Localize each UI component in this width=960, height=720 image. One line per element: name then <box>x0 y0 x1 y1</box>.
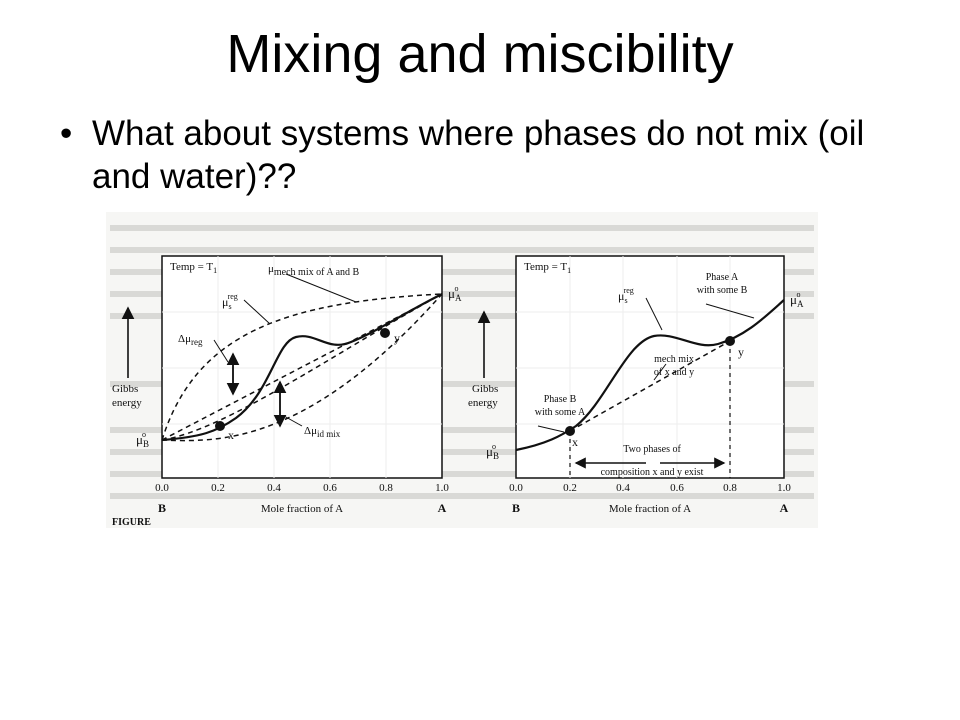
slide-title: Mixing and miscibility <box>226 24 734 84</box>
right-gibbs-label-2: energy <box>468 397 498 409</box>
left-tick-4: 0.8 <box>379 482 393 494</box>
right-phaseA-1: Phase A <box>706 272 739 283</box>
left-mu-A-label: μAo <box>448 284 462 303</box>
right-tick-3: 0.6 <box>670 482 684 494</box>
right-point-y <box>725 336 735 346</box>
right-x-ticks: 0.0 0.2 0.4 0.6 0.8 1.0 <box>509 482 791 494</box>
right-end-B: B <box>512 501 520 515</box>
left-mus-pointer <box>243 299 271 325</box>
right-two-phases-1: Two phases of <box>623 444 681 455</box>
right-mu-s-label: μsreg <box>618 286 634 305</box>
left-dmuid-pointer <box>283 415 303 427</box>
bullet-text: What about systems where phases do not m… <box>92 114 865 196</box>
right-tick-1: 0.2 <box>563 482 577 494</box>
right-phaseB-1: Phase B <box>544 394 577 405</box>
right-two-phases-2: composition x and y exist <box>601 467 704 478</box>
left-ideal-mix-curve <box>161 293 443 442</box>
left-x-ticks: 0.0 0.2 0.4 0.6 0.8 1.0 <box>155 482 449 494</box>
left-dmu-reg-label: Δμreg <box>178 333 203 347</box>
right-xlabel: Mole fraction of A <box>609 503 691 515</box>
left-tick-0: 0.0 <box>155 482 169 494</box>
right-phaseB-2: with some A <box>535 407 586 418</box>
left-point-y <box>380 328 390 338</box>
right-common-tangent <box>569 340 731 432</box>
left-x-label: x <box>228 428 234 442</box>
left-mu-s-label: μsreg <box>222 292 238 311</box>
left-mech-mix-label: μmech mix of A and B <box>268 263 360 278</box>
right-mech-pointer <box>653 363 667 381</box>
gibbs-energy-diagrams: Temp = T1 μmech mix of A and B μAo μsreg… <box>110 225 814 528</box>
textbook-figure-scan: Temp = T1 μmech mix of A and B μAo μsreg… <box>106 212 818 528</box>
left-temp-label: Temp = T1 <box>170 261 217 275</box>
right-tick-4: 0.8 <box>723 482 737 494</box>
right-mu-B-label: μBo <box>486 442 499 461</box>
right-temp-label: Temp = T1 <box>524 261 571 275</box>
left-end-B: B <box>158 501 166 515</box>
left-upper-dashed-curve <box>161 293 443 441</box>
right-plot-frame <box>515 255 785 479</box>
left-tick-2: 0.4 <box>267 482 281 494</box>
left-diagram: Temp = T1 μmech mix of A and B μAo μsreg… <box>112 255 462 528</box>
right-gibbs-label-1: Gibbs <box>472 383 498 395</box>
left-tick-3: 0.6 <box>323 482 337 494</box>
right-tick-2: 0.4 <box>616 482 630 494</box>
left-mech-pointer <box>285 273 357 303</box>
right-tick-0: 0.0 <box>509 482 523 494</box>
right-phaseA-pointer <box>705 303 755 319</box>
right-x-label: x <box>572 435 578 449</box>
right-phaseA-2: with some B <box>697 285 748 296</box>
left-mu-B-label: μBo <box>136 430 149 449</box>
bullet-dot-icon: • <box>60 114 73 153</box>
right-end-A: A <box>780 501 789 515</box>
left-dmu-id-label: Δμid mix <box>304 425 341 439</box>
left-gibbs-label-1: Gibbs <box>112 383 138 395</box>
right-tick-5: 1.0 <box>777 482 791 494</box>
left-y-label: y <box>394 331 400 345</box>
left-gibbs-label-2: energy <box>112 397 142 409</box>
left-dmureg-pointer <box>213 339 229 363</box>
left-xlabel: Mole fraction of A <box>261 503 343 515</box>
right-mu-A-label: μAo <box>790 290 804 309</box>
right-phaseB-pointer <box>537 425 565 433</box>
left-grid <box>162 256 442 478</box>
left-end-A: A <box>438 501 447 515</box>
left-point-x <box>215 421 225 431</box>
left-tick-5: 1.0 <box>435 482 449 494</box>
right-y-label: y <box>738 345 744 359</box>
figure-caption: FIGURE <box>112 517 151 528</box>
right-diagram: Temp = T1 Phase A with some B μAo μsreg … <box>468 255 804 515</box>
left-tick-1: 0.2 <box>211 482 225 494</box>
right-point-x <box>565 426 575 436</box>
right-mus-pointer <box>645 297 663 331</box>
right-mech-1: mech mix <box>654 354 694 365</box>
right-mech-2: of x and y <box>654 367 694 378</box>
